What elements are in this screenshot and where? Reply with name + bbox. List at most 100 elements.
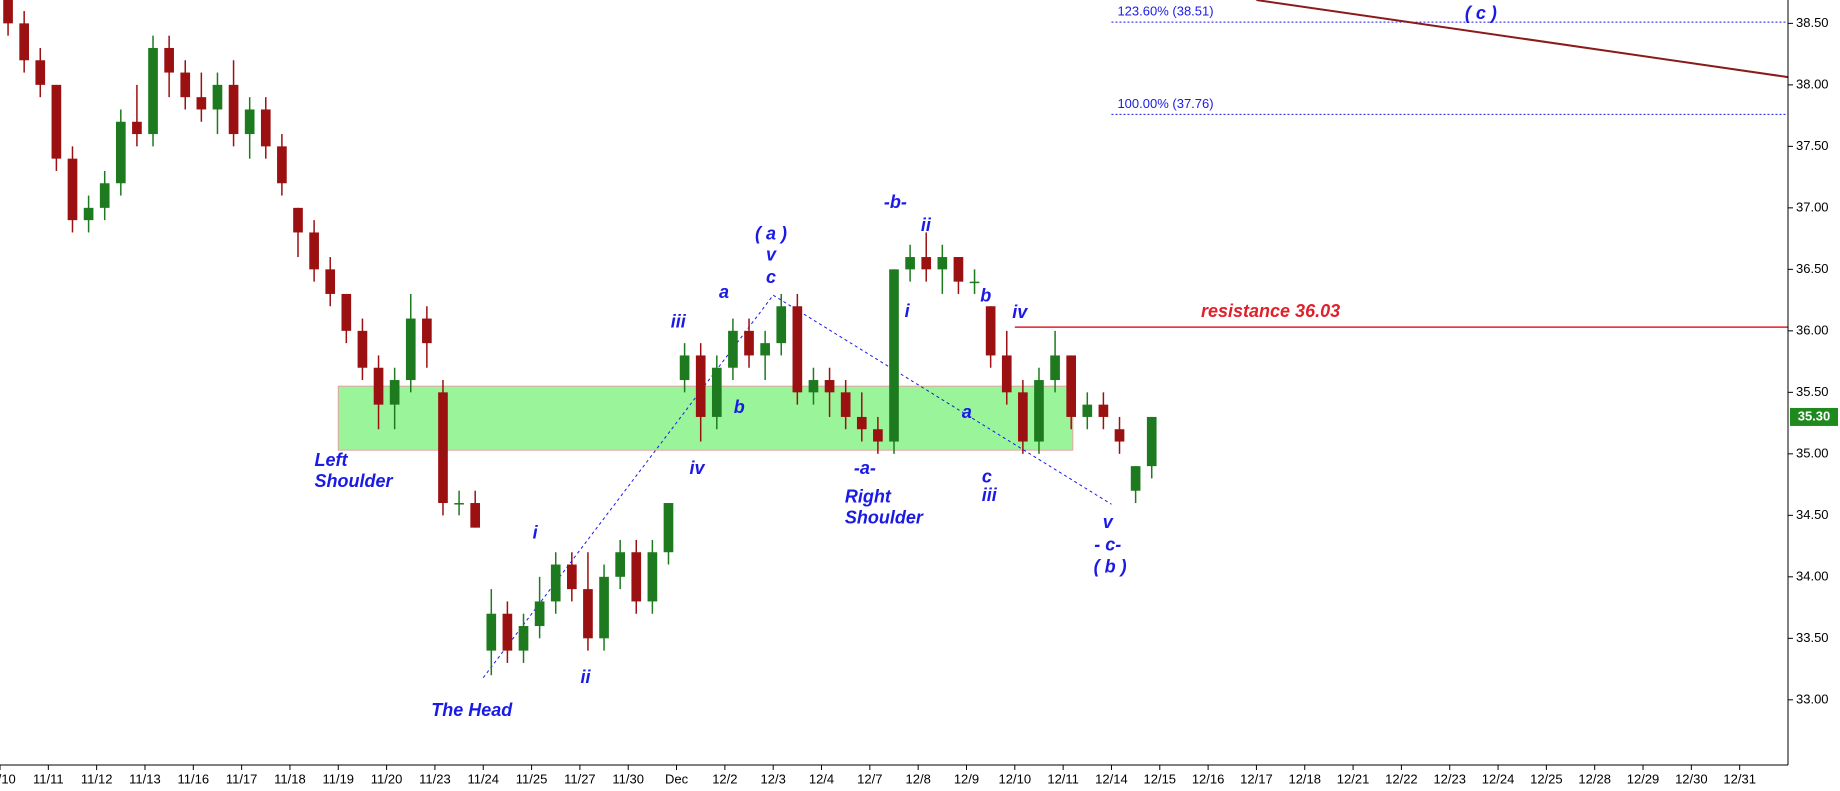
candle-body <box>83 207 94 221</box>
x-tick-label: 11/13 <box>129 771 161 786</box>
x-tick-label: 11/17 <box>226 771 258 786</box>
wave-annotation: iii <box>982 485 998 505</box>
y-tick-label: 37.00 <box>1796 199 1829 214</box>
candle-body <box>873 429 883 442</box>
y-tick-label: 34.00 <box>1796 568 1829 583</box>
wave-annotation: b <box>734 397 745 417</box>
candle-body <box>921 257 932 270</box>
wave-annotation: v <box>1103 512 1114 532</box>
candle-body <box>3 0 13 24</box>
candle-body <box>422 318 432 344</box>
candle-body <box>164 47 174 73</box>
x-tick-label: 11/12 <box>81 771 113 786</box>
wave-path <box>482 294 1112 678</box>
trendline <box>1256 0 1788 79</box>
wave-annotation: c <box>982 466 992 486</box>
candle-body <box>405 318 416 381</box>
wave-annotation: ( b ) <box>1094 557 1127 577</box>
candle-body <box>1001 355 1012 393</box>
y-tick-label: 37.50 <box>1796 138 1829 153</box>
x-tick-label: Dec <box>665 771 689 786</box>
candle-body <box>309 232 319 270</box>
candle-body <box>695 355 706 417</box>
wave-annotation: Right <box>845 486 892 506</box>
candle-body <box>1018 392 1028 442</box>
candle-body <box>470 503 481 528</box>
x-tick-label: 12/28 <box>1578 771 1611 786</box>
candle-body <box>631 552 642 602</box>
candle-body <box>1066 355 1077 417</box>
x-tick-label: 12/3 <box>761 771 786 786</box>
candle-body <box>1098 404 1109 417</box>
wave-annotation: Shoulder <box>314 471 393 491</box>
last-price-label: 35.30 <box>1798 408 1831 423</box>
fib-label: 100.00% (37.76) <box>1117 96 1213 111</box>
wave-annotation: iv <box>690 458 706 478</box>
candle-body <box>1050 355 1060 381</box>
x-tick-label: 12/30 <box>1675 771 1708 786</box>
candle-body <box>1114 429 1125 442</box>
candle-body <box>51 84 62 159</box>
x-tick-label: 12/22 <box>1385 771 1418 786</box>
candle-body <box>711 367 722 417</box>
candle-body <box>1082 404 1093 417</box>
x-tick-label: 12/10 <box>999 771 1032 786</box>
candle-body <box>583 589 593 639</box>
candle-body <box>244 109 255 135</box>
wave-annotation: iii <box>671 311 687 331</box>
y-tick-label: 38.00 <box>1796 76 1829 91</box>
candle-body <box>115 121 126 184</box>
candle-body <box>212 84 223 110</box>
candle-body <box>389 380 400 405</box>
candle-body <box>728 330 738 368</box>
wave-annotation: ( c ) <box>1465 3 1497 23</box>
y-tick-label: 38.50 <box>1796 15 1829 30</box>
candle-body <box>663 503 674 553</box>
candle-body <box>567 564 577 590</box>
candle-body <box>969 281 980 284</box>
wave-annotation: ii <box>921 215 932 235</box>
x-tick-label: 12/24 <box>1482 771 1515 786</box>
wave-annotation: The Head <box>431 700 513 720</box>
wave-annotation: a <box>962 402 972 422</box>
wave-annotation: -a- <box>854 458 876 478</box>
wave-annotation: a <box>719 282 729 302</box>
x-tick-label: 11/23 <box>419 771 451 786</box>
candle-body <box>196 97 207 110</box>
candle-body <box>438 392 448 504</box>
candle-body <box>937 257 948 270</box>
x-tick-label: 12/14 <box>1095 771 1128 786</box>
x-tick-label: 11/20 <box>371 771 403 786</box>
x-tick-label: 12/17 <box>1240 771 1273 786</box>
candle-body <box>808 380 819 393</box>
x-tick-label: 12/31 <box>1723 771 1756 786</box>
x-tick-label: 11/19 <box>322 771 354 786</box>
last-price-badge <box>1790 407 1838 426</box>
candle-body <box>260 109 271 147</box>
candle-body <box>67 158 78 221</box>
candle-body <box>840 392 851 417</box>
x-tick-label: 11/10 <box>0 771 16 786</box>
candle-body <box>1034 380 1044 442</box>
wave-annotation: Shoulder <box>845 507 924 527</box>
x-tick-label: 12/8 <box>906 771 931 786</box>
candle-body <box>792 306 803 393</box>
x-tick-label: 12/29 <box>1627 771 1660 786</box>
candle-body <box>679 355 690 381</box>
candle-body <box>856 416 867 430</box>
candle-body <box>985 306 996 356</box>
wave-annotation: -b- <box>884 192 907 212</box>
candle-body <box>19 23 29 61</box>
candle-body <box>148 47 158 135</box>
wave-annotation: i <box>905 301 911 321</box>
candle-body <box>518 626 529 651</box>
candle-body <box>228 84 239 135</box>
candle-body <box>99 183 110 208</box>
candle-body <box>760 343 770 356</box>
wave-annotation: v <box>766 245 777 265</box>
x-tick-label: 12/16 <box>1192 771 1225 786</box>
x-tick-label: 11/25 <box>516 771 548 786</box>
x-tick-label: 12/11 <box>1047 771 1079 786</box>
